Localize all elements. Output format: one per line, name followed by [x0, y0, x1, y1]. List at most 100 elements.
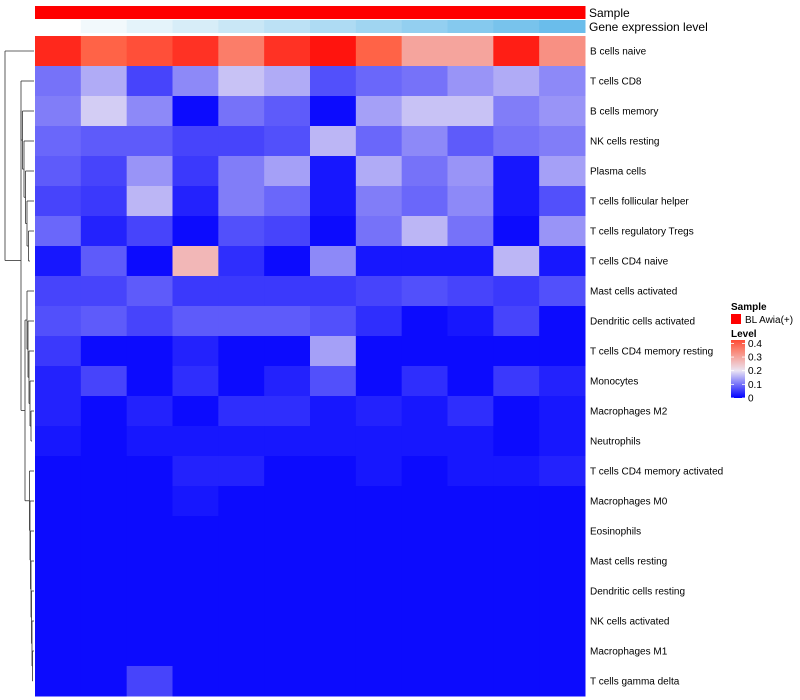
- heatmap-cell: [218, 516, 265, 547]
- heatmap-cell: [310, 366, 357, 397]
- heatmap-cell: [172, 246, 219, 277]
- heatmap-cell: [401, 636, 448, 667]
- heatmap-cell: [401, 516, 448, 547]
- heatmap-cell: [80, 666, 128, 697]
- heatmap-cell: [172, 546, 219, 577]
- heatmap-cell: [218, 66, 265, 97]
- heatmap-cell: [539, 96, 586, 127]
- heatmap-cell: [310, 336, 357, 367]
- row-label: T cells CD4 memory resting: [590, 347, 713, 358]
- heatmap-cell: [539, 456, 586, 487]
- annotation-track-label: Gene expression level: [589, 20, 708, 34]
- annotation-cell: [80, 6, 128, 19]
- heatmap-cell: [264, 486, 311, 517]
- heatmap-cell: [172, 456, 219, 487]
- heatmap-cell: [35, 276, 82, 307]
- annotation-cell: [447, 6, 494, 19]
- heatmap-cell: [264, 36, 311, 67]
- heatmap-cell: [539, 156, 586, 187]
- heatmap-cell: [310, 636, 357, 667]
- annotation-cell: [172, 20, 219, 33]
- annotation-track-label: Sample: [589, 6, 630, 20]
- heatmap-cell: [447, 96, 494, 127]
- heatmap-cell: [310, 516, 357, 547]
- heatmap-cell: [126, 216, 173, 247]
- heatmap-cell: [401, 576, 448, 607]
- heatmap-cell: [447, 276, 494, 307]
- heatmap-cell: [355, 486, 403, 517]
- heatmap-cell: [493, 486, 540, 517]
- heatmap-cell: [401, 426, 448, 457]
- heatmap-cell: [447, 66, 494, 97]
- heatmap-cell: [126, 666, 173, 697]
- heatmap-cell: [355, 396, 403, 427]
- heatmap-cell: [493, 396, 540, 427]
- heatmap-cell: [539, 36, 586, 67]
- heatmap-cell: [493, 426, 540, 457]
- heatmap-cell: [310, 216, 357, 247]
- heatmap-cell: [172, 486, 219, 517]
- heatmap-cell: [126, 636, 173, 667]
- heatmap-cell: [355, 306, 403, 337]
- heatmap-cell: [493, 156, 540, 187]
- heatmap-cell: [539, 426, 586, 457]
- row-label: NK cells resting: [590, 137, 659, 148]
- heatmap-cell: [310, 66, 357, 97]
- heatmap-cell: [310, 156, 357, 187]
- heatmap-cell: [172, 126, 219, 157]
- heatmap-cell: [310, 246, 357, 277]
- annotation-cell: [539, 20, 586, 33]
- heatmap-cell: [172, 666, 219, 697]
- heatmap-cell: [310, 486, 357, 517]
- annotation-cell: [126, 20, 173, 33]
- row-label: Plasma cells: [590, 167, 646, 178]
- heatmap-cell: [539, 246, 586, 277]
- heatmap-cell: [355, 546, 403, 577]
- heatmap-cell: [401, 96, 448, 127]
- heatmap-cell: [172, 576, 219, 607]
- heatmap-cell: [218, 126, 265, 157]
- heatmap-cell: [218, 96, 265, 127]
- heatmap-cell: [218, 36, 265, 67]
- heatmap-cell: [218, 636, 265, 667]
- heatmap-cell: [264, 306, 311, 337]
- row-label: Macrophages M0: [590, 497, 668, 508]
- heatmap-cell: [35, 456, 82, 487]
- heatmap-cell: [264, 396, 311, 427]
- heatmap-cell: [310, 576, 357, 607]
- row-label: B cells naive: [590, 47, 647, 58]
- heatmap-cell: [80, 486, 128, 517]
- heatmap-cell: [447, 366, 494, 397]
- heatmap-cell: [539, 576, 586, 607]
- heatmap-cell: [172, 336, 219, 367]
- heatmap-cell: [172, 66, 219, 97]
- heatmap-cell: [172, 426, 219, 457]
- heatmap-cell: [172, 96, 219, 127]
- heatmap-cell: [126, 516, 173, 547]
- heatmap-cell: [264, 426, 311, 457]
- heatmap-cell: [218, 276, 265, 307]
- heatmap-cell: [493, 216, 540, 247]
- heatmap-cell: [310, 186, 357, 217]
- heatmap-cell: [401, 246, 448, 277]
- annotation-cell: [172, 6, 219, 19]
- annotation-cell: [401, 6, 448, 19]
- row-labels: B cells naive T cells CD8 B cells memory NK…: [590, 47, 723, 688]
- row-dendrogram: [4, 50, 34, 682]
- heatmap-cell: [447, 606, 494, 637]
- heatmap-cell: [355, 36, 403, 67]
- heatmap-cell: [355, 336, 403, 367]
- heatmap-cell: [172, 306, 219, 337]
- legend-level-tick-label: 0.4: [748, 339, 762, 350]
- row-label: Eosinophils: [590, 527, 641, 538]
- heatmap-cell: [401, 486, 448, 517]
- legend-sample-title: Sample: [731, 302, 767, 313]
- annotation-cell: [218, 6, 265, 19]
- heatmap-cell: [35, 396, 82, 427]
- heatmap-cell: [539, 636, 586, 667]
- heatmap-cell: [447, 156, 494, 187]
- annotation-cell: [355, 20, 403, 33]
- heatmap-cell: [35, 216, 82, 247]
- heatmap-cell: [218, 486, 265, 517]
- heatmap-cell: [172, 636, 219, 667]
